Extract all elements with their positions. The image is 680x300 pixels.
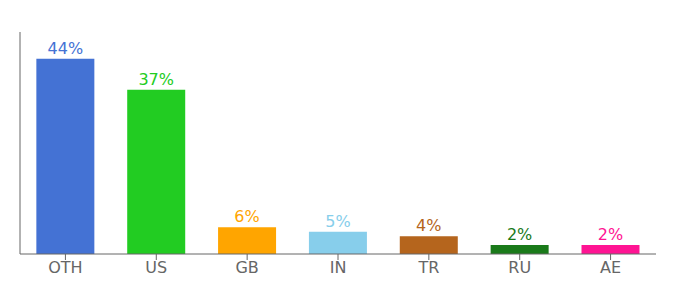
svg-text:RU: RU (508, 258, 531, 277)
svg-text:5%: 5% (325, 212, 350, 231)
svg-text:US: US (145, 258, 167, 277)
svg-text:4%: 4% (416, 216, 441, 235)
svg-text:6%: 6% (234, 207, 259, 226)
svg-text:2%: 2% (598, 225, 623, 244)
svg-text:GB: GB (235, 258, 258, 277)
svg-text:2%: 2% (507, 225, 532, 244)
svg-text:44%: 44% (48, 39, 84, 58)
svg-text:IN: IN (330, 258, 347, 277)
svg-text:OTH: OTH (48, 258, 82, 277)
svg-text:37%: 37% (138, 70, 174, 89)
svg-text:TR: TR (417, 258, 439, 277)
svg-text:AE: AE (600, 258, 621, 277)
